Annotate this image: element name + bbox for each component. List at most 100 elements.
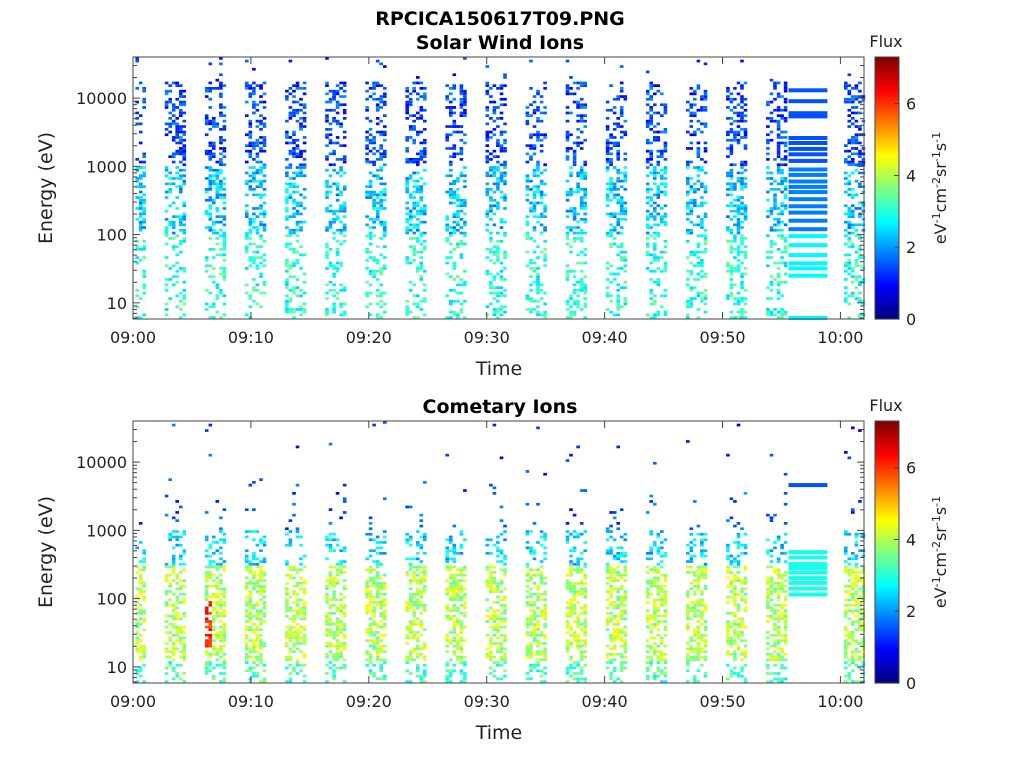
heatmap-cell (219, 546, 223, 550)
heatmap-cell (445, 256, 449, 259)
heatmap-cell (689, 114, 694, 117)
heatmap-cell (368, 283, 373, 287)
heatmap-cell (245, 133, 249, 137)
heatmap-cell (219, 106, 223, 109)
heatmap-cell (536, 283, 540, 287)
heatmap-cell (135, 625, 139, 629)
heatmap-cell (452, 644, 457, 648)
colorbar-segment (875, 290, 899, 294)
heatmap-cell (339, 190, 343, 194)
heatmap-cell (138, 674, 143, 678)
heatmap-cell (445, 592, 449, 596)
heatmap-cell (689, 133, 694, 137)
heatmap-cell (572, 226, 577, 229)
heatmap-cell (212, 141, 216, 145)
heatmap-cell (416, 666, 420, 670)
heatmap-cell (179, 677, 183, 681)
heatmap-cell (459, 644, 464, 648)
colorbar-segment (875, 142, 899, 145)
heatmap-cell (245, 669, 249, 673)
heatmap-cell (740, 185, 744, 188)
heatmap-cell (416, 587, 420, 591)
heatmap-cell (339, 289, 343, 292)
heatmap-cell (499, 87, 504, 90)
heatmap-cell (219, 95, 223, 98)
heatmap-cell (605, 100, 610, 104)
heatmap-cell (208, 87, 213, 90)
heatmap-cell (616, 193, 620, 197)
heatmap-cell (686, 182, 690, 186)
heatmap-cell (844, 160, 848, 164)
heatmap-cell (452, 97, 457, 101)
calibration-bar (788, 114, 828, 119)
heatmap-cell (736, 226, 741, 229)
heatmap-cell (663, 144, 668, 147)
heatmap-cell (332, 549, 336, 552)
heatmap-cell (212, 223, 216, 227)
heatmap-cell (259, 620, 263, 623)
heatmap-cell (259, 122, 263, 126)
heatmap-cell (335, 253, 340, 257)
heatmap-cell (605, 128, 610, 131)
heatmap-cell (449, 111, 453, 115)
heatmap-cell (649, 158, 653, 161)
heatmap-cell (372, 620, 376, 623)
heatmap-cell (138, 174, 143, 178)
heatmap-cell (138, 141, 143, 145)
heatmap-cell (285, 633, 289, 637)
heatmap-cell (259, 647, 263, 651)
heatmap-cell (532, 209, 537, 213)
heatmap-cell (255, 584, 260, 588)
heatmap-cell (605, 158, 610, 161)
heatmap-cell (168, 636, 172, 640)
heatmap-cell (262, 92, 267, 96)
heatmap-cell (135, 248, 139, 251)
heatmap-cell (405, 190, 409, 194)
heatmap-cell (372, 560, 376, 563)
heatmap-cell (219, 215, 223, 218)
heatmap-cell (212, 674, 216, 678)
heatmap-cell (780, 182, 784, 186)
heatmap-cell (412, 650, 416, 653)
heatmap-cell (379, 587, 383, 591)
solar-wind-title: Solar Wind Ions (416, 32, 584, 54)
heatmap-cell (858, 283, 862, 287)
heatmap-cell (171, 530, 176, 533)
heatmap-cell (847, 294, 852, 298)
heatmap-cell (342, 497, 347, 501)
heatmap-cell (368, 601, 373, 604)
heatmap-cell (496, 248, 500, 251)
heatmap-cell (164, 494, 169, 498)
heatmap-cell (847, 261, 852, 265)
heatmap-cell (656, 196, 661, 199)
heatmap-cell (769, 92, 774, 96)
heatmap-cell (536, 245, 540, 248)
heatmap-cell (179, 220, 183, 224)
heatmap-cell (248, 133, 253, 137)
heatmap-cell (499, 196, 504, 199)
heatmap-cell (175, 128, 179, 131)
heatmap-cell (740, 87, 744, 90)
heatmap-cell (780, 136, 784, 139)
heatmap-cell (219, 228, 223, 232)
heatmap-cell (164, 642, 169, 645)
heatmap-cell (219, 598, 223, 602)
heatmap-cell (783, 250, 788, 254)
heatmap-cell (255, 590, 260, 593)
heatmap-cell (368, 256, 373, 259)
heatmap-cell (288, 177, 293, 180)
heatmap-cell (292, 231, 296, 235)
heatmap-cell (175, 663, 179, 667)
heatmap-cell (179, 100, 183, 104)
heatmap-cell (783, 280, 788, 284)
heatmap-cell (485, 620, 490, 623)
heatmap-cell (259, 617, 263, 621)
heatmap-cell (204, 595, 209, 599)
heatmap-cell (532, 168, 537, 172)
heatmap-cell (645, 92, 650, 96)
heatmap-cell (248, 218, 253, 221)
heatmap-cell (368, 522, 373, 525)
heatmap-cell (262, 603, 267, 607)
heatmap-cell (295, 171, 300, 175)
